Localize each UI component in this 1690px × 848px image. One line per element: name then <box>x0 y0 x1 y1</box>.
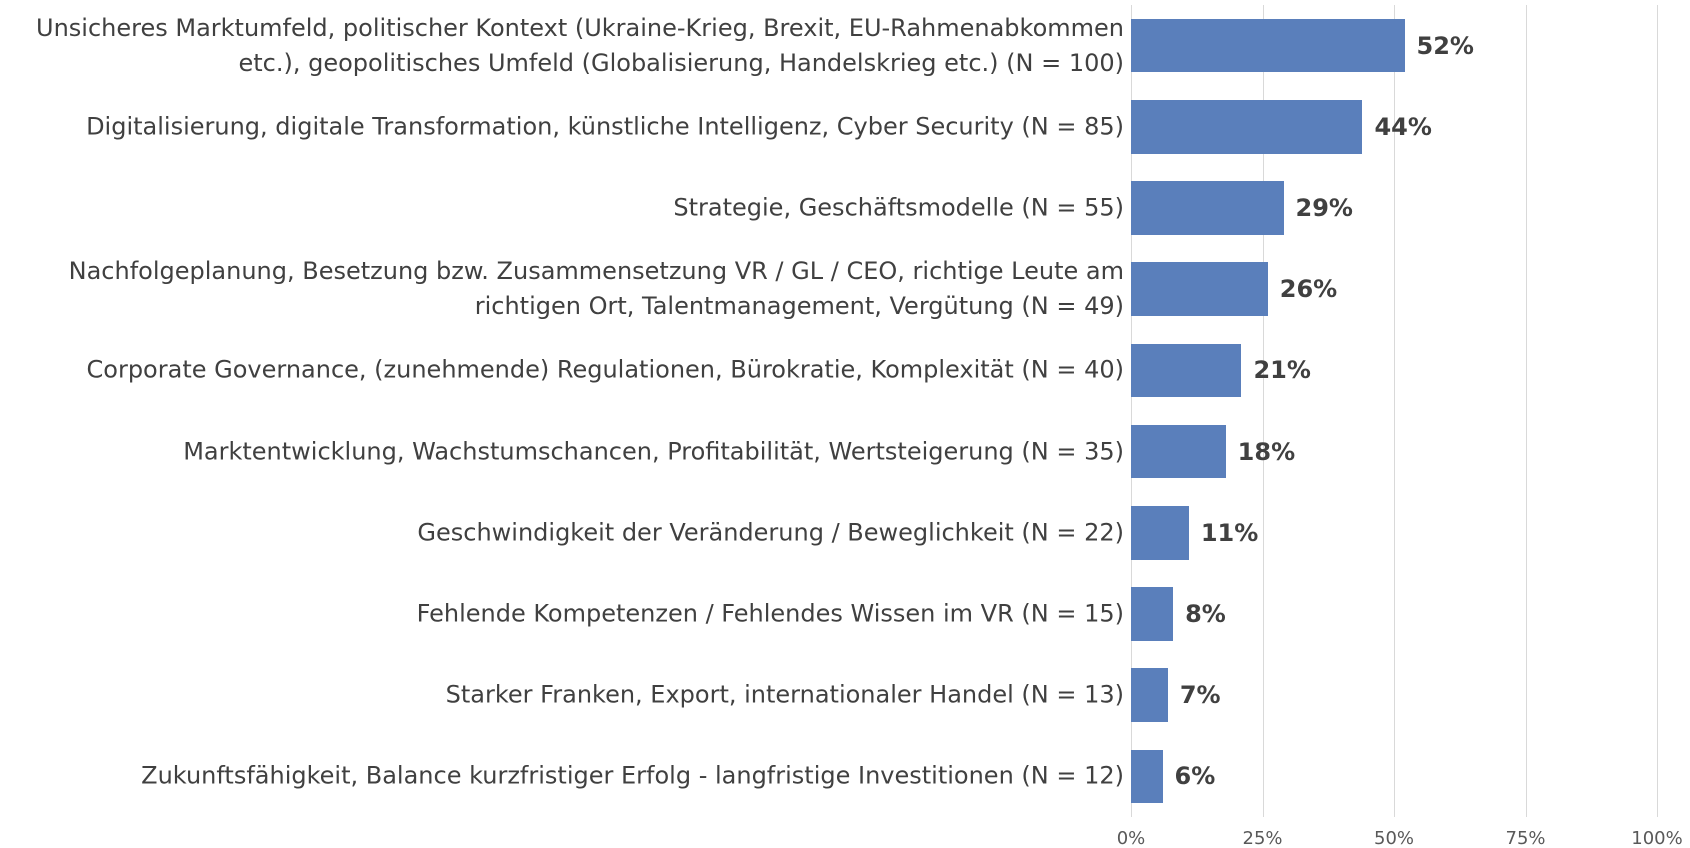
value-label: 29% <box>1295 194 1353 222</box>
value-label: 7% <box>1179 681 1221 710</box>
bar <box>1131 181 1284 235</box>
value-label: 21% <box>1253 356 1311 385</box>
bar <box>1131 18 1405 73</box>
bar <box>1131 100 1363 154</box>
value-label: 44% <box>1374 112 1432 141</box>
value-label: 6% <box>1174 762 1216 791</box>
grid-line <box>1262 5 1264 817</box>
category-label: Nachfolgeplanung, Besetzung bzw. Zusamme… <box>68 257 1124 321</box>
category-label: Unsicheres Marktumfeld, politischer Kont… <box>36 13 1124 77</box>
value-label: 11% <box>1200 518 1259 547</box>
bar <box>1131 506 1189 560</box>
category-label: Fehlende Kompetenzen / Fehlendes Wissen … <box>416 599 1124 628</box>
bar <box>1131 587 1174 641</box>
bar <box>1131 668 1168 722</box>
category-label: Zukunftsfähigkeit, Balance kurzfristiger… <box>141 761 1124 790</box>
value-label: 52% <box>1416 31 1474 60</box>
grid-line <box>1657 5 1658 817</box>
bar <box>1131 262 1268 316</box>
category-label: Digitalisierung, digitale Transformation… <box>86 112 1124 141</box>
grid-line <box>1525 5 1527 817</box>
x-tick-label: 50% <box>1373 828 1415 848</box>
x-tick-label: 0% <box>1116 828 1146 848</box>
category-label: Starker Franken, Export, internationaler… <box>445 680 1124 709</box>
value-label: 26% <box>1279 275 1338 304</box>
bar <box>1131 424 1226 479</box>
bar <box>1131 343 1242 398</box>
category-label: Geschwindigkeit der Veränderung / Bewegl… <box>417 518 1124 547</box>
grid-line <box>1131 5 1132 817</box>
category-label: Marktentwicklung, Wachstumschancen, Prof… <box>183 437 1124 466</box>
value-label: 8% <box>1185 600 1226 628</box>
bar <box>1131 749 1163 804</box>
x-tick-label: 75% <box>1505 828 1546 848</box>
grid-line <box>1394 5 1395 817</box>
x-tick-label: 100% <box>1631 828 1683 848</box>
category-label: Corporate Governance, (zunehmende) Regul… <box>86 355 1124 384</box>
value-label: 18% <box>1237 437 1296 466</box>
x-tick-label: 25% <box>1242 828 1283 848</box>
category-label: Strategie, Geschäftsmodelle (N = 55) <box>673 193 1124 222</box>
